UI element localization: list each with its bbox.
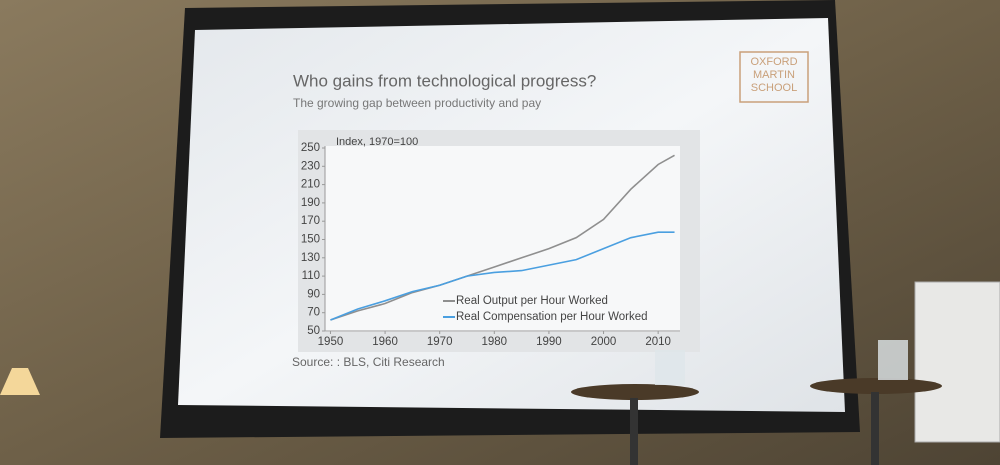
- x-tick-label: 1980: [482, 336, 508, 348]
- x-tick-label: 1960: [372, 336, 398, 348]
- legend-label: Real Compensation per Hour Worked: [456, 311, 648, 323]
- table: [571, 384, 699, 400]
- jug: [655, 350, 685, 385]
- chart-title: Who gains from technological progress?: [293, 71, 596, 90]
- source: Source: : BLS, Citi Research: [292, 355, 445, 369]
- y-tick-label: 210: [301, 179, 320, 191]
- x-tick-label: 1950: [318, 336, 344, 348]
- logo-box: [739, 51, 809, 103]
- y-tick-label: 50: [307, 325, 320, 337]
- flipchart: [914, 281, 1000, 443]
- table-leg: [630, 398, 638, 465]
- series-line: [330, 231, 675, 321]
- lamp: [0, 368, 40, 395]
- y-tick-label: 150: [301, 234, 320, 246]
- logo-text: MARTIN: [753, 69, 795, 81]
- jug: [878, 340, 908, 380]
- logo-text: SCHOOL: [751, 82, 797, 94]
- y-tick-label: 130: [301, 252, 320, 264]
- axis-title: Index, 1970=100: [336, 136, 418, 148]
- y-tick-label: 250: [301, 142, 320, 154]
- y-tick-label: 70: [307, 307, 320, 319]
- table: [810, 378, 942, 394]
- y-tick-label: 90: [307, 288, 320, 300]
- y-tick-label: 110: [302, 270, 320, 282]
- y-tick-label: 230: [301, 160, 320, 172]
- chart-subtitle: The growing gap between productivity and…: [293, 96, 541, 110]
- series-line: [330, 154, 675, 321]
- y-tick-label: 170: [301, 215, 320, 227]
- chart: 50 70 90 110 130 150 170 190 210 230 250 1950 1960 19…: [301, 142, 680, 348]
- x-tick-label: 1990: [536, 336, 562, 348]
- x-tick-label: 2010: [645, 336, 671, 348]
- legend-label: Real Output per Hour Worked: [456, 295, 608, 307]
- table-leg: [871, 392, 879, 465]
- y-tick-label: 190: [301, 197, 320, 209]
- x-tick-label: 2000: [591, 336, 617, 348]
- x-tick-label: 1970: [427, 336, 453, 348]
- logo-text: OXFORD: [750, 56, 797, 68]
